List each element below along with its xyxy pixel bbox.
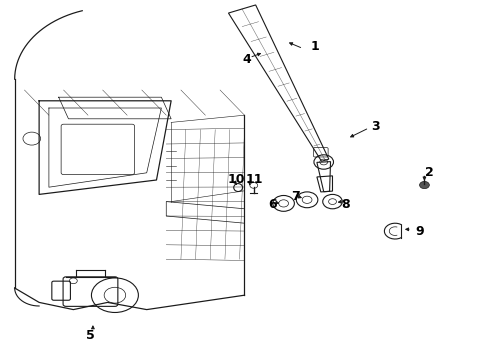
Text: 3: 3 bbox=[371, 120, 380, 132]
Text: 9: 9 bbox=[415, 225, 424, 238]
Text: 8: 8 bbox=[341, 198, 349, 211]
Text: 10: 10 bbox=[227, 173, 244, 186]
Text: 11: 11 bbox=[245, 173, 263, 186]
Circle shape bbox=[419, 181, 428, 189]
Text: 7: 7 bbox=[290, 190, 299, 203]
Text: 4: 4 bbox=[242, 53, 250, 66]
Text: 5: 5 bbox=[86, 329, 95, 342]
Text: 2: 2 bbox=[425, 166, 433, 179]
Text: 6: 6 bbox=[267, 198, 276, 211]
Text: 1: 1 bbox=[310, 40, 319, 53]
